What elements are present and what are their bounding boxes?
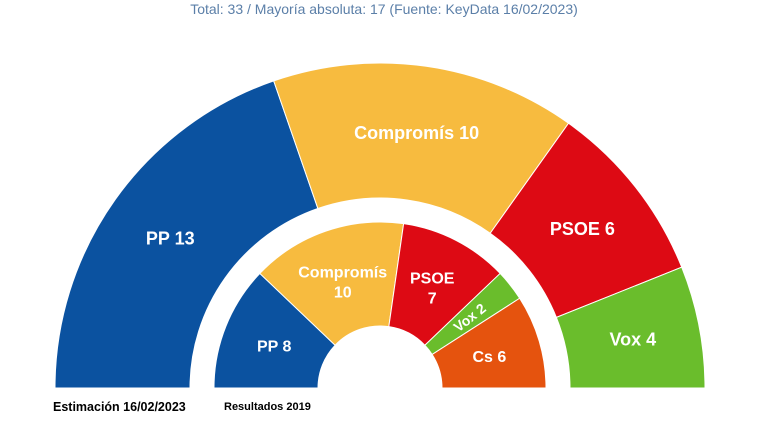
inner-slice-compromís [259, 221, 405, 346]
inner-ring-legend-label: Resultados 2019 [224, 401, 311, 413]
outer-slice-vox [555, 266, 706, 389]
outer-slice-label-compromís: Compromís 10 [354, 123, 479, 143]
outer-slice-label-vox: Vox 4 [610, 329, 657, 349]
outer-slice-pp [54, 80, 319, 389]
outer-slice-label-pp: PP 13 [146, 229, 195, 249]
chart-title: Total: 33 / Mayoría absoluta: 17 (Fuente… [190, 1, 578, 17]
inner-slice-label-compromís: Compromís 10 [298, 264, 387, 301]
inner-slice-label-cs: Cs 6 [472, 349, 506, 366]
inner-slice-cs [431, 297, 547, 389]
inner-slice-label-pp: PP 8 [257, 339, 292, 356]
outer-ring-legend-label: Estimación 16/02/2023 [53, 400, 186, 414]
inner-slice-label-psoe: PSOE 7 [410, 271, 455, 308]
outer-slice-label-psoe: PSOE 6 [550, 219, 615, 239]
outer-slice-compromís [273, 62, 570, 234]
